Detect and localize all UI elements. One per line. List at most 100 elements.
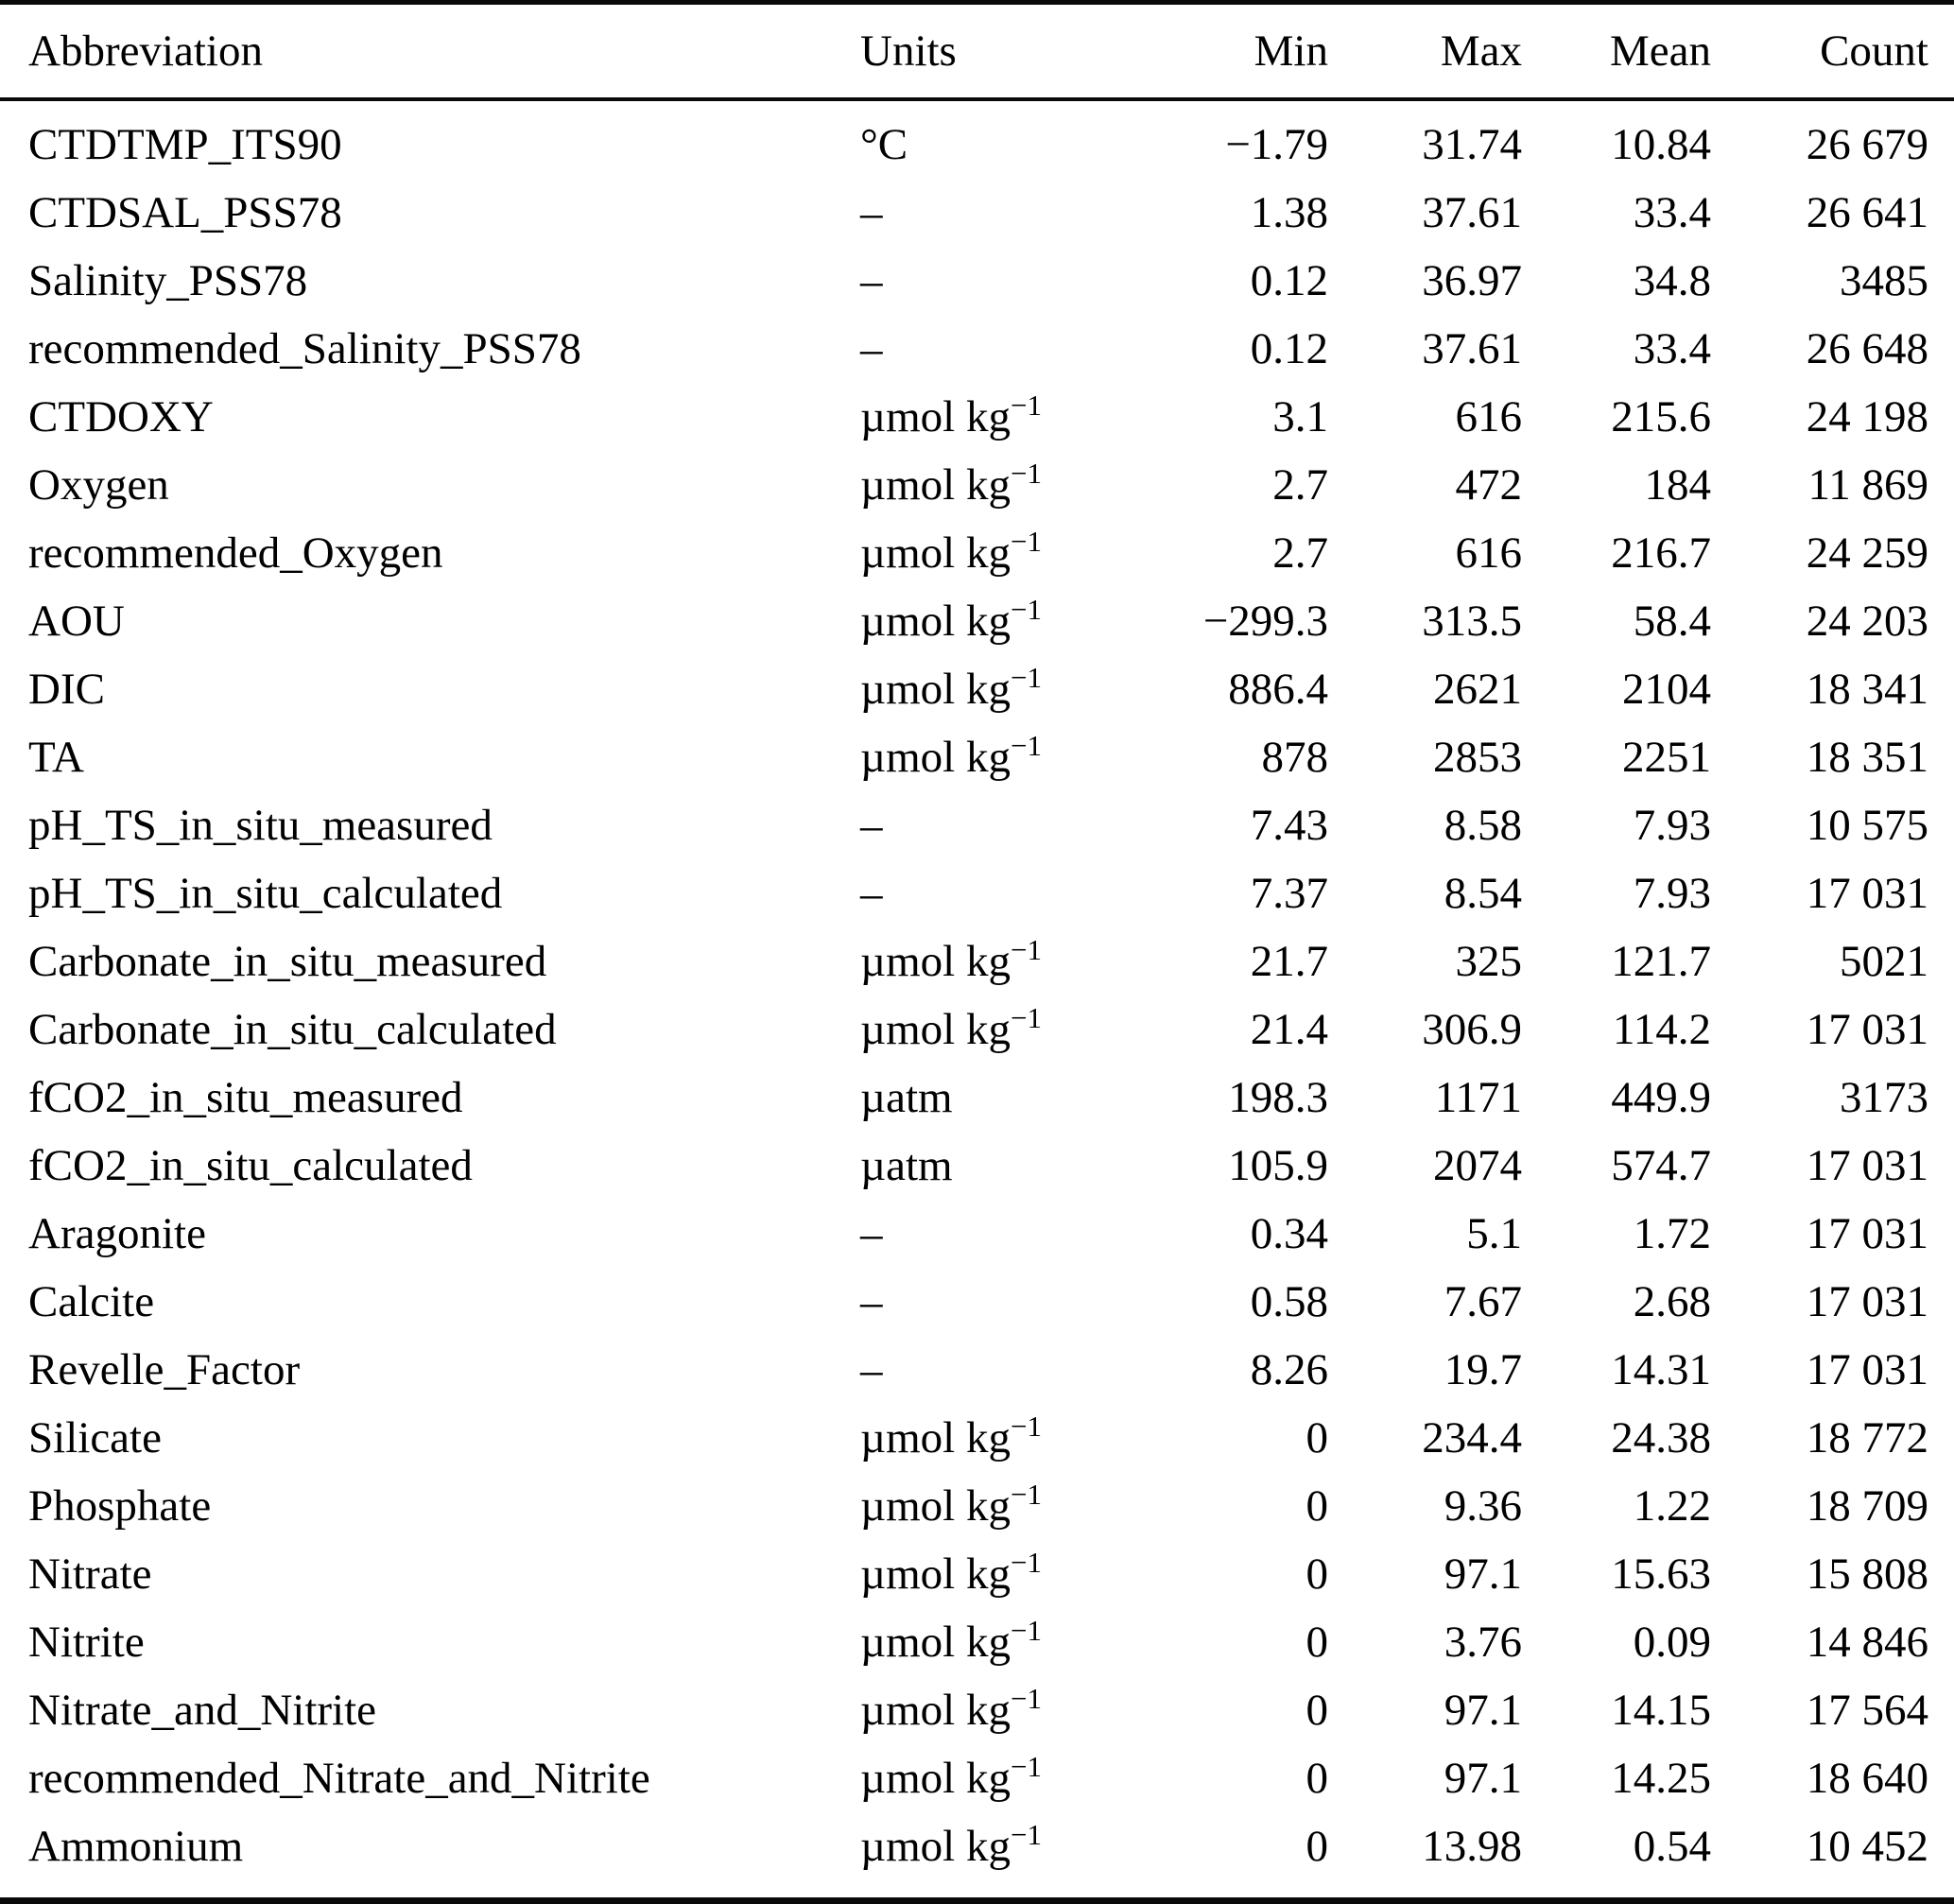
max-cell: 36.97 xyxy=(1422,256,1522,305)
abbreviation-cell: Phosphate xyxy=(28,1481,212,1531)
units-cell: – xyxy=(860,324,883,373)
units-cell: µmol kg−1 xyxy=(860,932,1042,986)
min-cell: 0 xyxy=(1306,1618,1329,1667)
units-cell: – xyxy=(860,188,883,237)
count-cell: 18 709 xyxy=(1806,1481,1928,1531)
table-row: pH_TS_in_situ_calculated – 7.37 8.54 7.93 17 … xyxy=(0,859,1954,927)
min-cell: 0 xyxy=(1306,1822,1329,1871)
max-cell: 97.1 xyxy=(1444,1549,1522,1599)
max-cell: 1171 xyxy=(1434,1073,1522,1122)
mean-cell: 14.31 xyxy=(1611,1345,1711,1394)
abbreviation-cell: TA xyxy=(28,733,84,782)
table-row: Nitrate µmol kg−1 0 97.1 15.63 15 808 xyxy=(0,1540,1954,1608)
count-cell: 26 648 xyxy=(1806,324,1928,373)
mean-cell: 7.93 xyxy=(1633,869,1711,918)
abbreviation-cell: Nitrite xyxy=(28,1618,145,1667)
count-cell: 17 031 xyxy=(1806,1345,1928,1394)
mean-cell: 58.4 xyxy=(1633,597,1711,646)
mean-cell: 0.09 xyxy=(1633,1618,1711,1667)
unit-exponent: −1 xyxy=(1010,1681,1042,1715)
count-cell: 17 564 xyxy=(1806,1686,1928,1735)
units-cell: µmol kg−1 xyxy=(860,1613,1042,1667)
abbreviation-cell: DIC xyxy=(28,665,105,714)
count-cell: 14 846 xyxy=(1806,1618,1928,1667)
abbreviation-cell: AOU xyxy=(28,597,125,646)
table-row: CTDTMP_ITS90 °C −1.79 31.74 10.84 26 679 xyxy=(0,99,1954,179)
count-cell: 18 351 xyxy=(1806,733,1928,782)
min-cell: 0.12 xyxy=(1250,324,1328,373)
abbreviation-cell: recommended_Oxygen xyxy=(28,528,443,578)
count-cell: 17 031 xyxy=(1806,1277,1928,1326)
max-cell: 19.7 xyxy=(1444,1345,1522,1394)
unit-exponent: −1 xyxy=(1010,1613,1042,1647)
table-header: Abbreviation Units Min Max Mean Count xyxy=(0,2,1954,101)
col-header-max: Max xyxy=(1328,2,1522,101)
header-row: Abbreviation Units Min Max Mean Count xyxy=(0,2,1954,101)
abbreviation-cell: CTDSAL_PSS78 xyxy=(28,188,342,237)
mean-cell: 24.38 xyxy=(1611,1413,1711,1463)
unit-exponent: −1 xyxy=(1010,388,1042,422)
min-cell: 7.43 xyxy=(1250,801,1328,850)
min-cell: −1.79 xyxy=(1225,120,1328,169)
table-row: Nitrate_and_Nitrite µmol kg−1 0 97.1 14.15 17… xyxy=(0,1676,1954,1744)
min-cell: 1.38 xyxy=(1250,188,1328,237)
max-cell: 234.4 xyxy=(1422,1413,1522,1463)
count-cell: 18 772 xyxy=(1806,1413,1928,1463)
max-cell: 7.67 xyxy=(1444,1277,1522,1326)
table-row: AOU µmol kg−1 −299.3 313.5 58.4 24 203 xyxy=(0,587,1954,655)
count-cell: 17 031 xyxy=(1806,1209,1928,1258)
units-cell: µatm xyxy=(860,1141,953,1190)
count-cell: 17 031 xyxy=(1806,1141,1928,1190)
min-cell: 8.26 xyxy=(1250,1345,1328,1394)
min-cell: 7.37 xyxy=(1250,869,1328,918)
min-cell: 3.1 xyxy=(1272,392,1328,441)
units-cell: µmol kg−1 xyxy=(860,456,1042,510)
units-cell: µmol kg−1 xyxy=(860,1409,1042,1463)
table-row: Carbonate_in_situ_calculated µmol kg−1 21.… xyxy=(0,995,1954,1064)
table-row: fCO2_in_situ_calculated µatm 105.9 2074 574.… xyxy=(0,1132,1954,1200)
table-row: Salinity_PSS78 – 0.12 36.97 34.8 3485 xyxy=(0,247,1954,315)
mean-cell: 10.84 xyxy=(1611,120,1711,169)
abbreviation-cell: Salinity_PSS78 xyxy=(28,256,308,305)
min-cell: 0 xyxy=(1306,1481,1329,1531)
unit-exponent: −1 xyxy=(1010,592,1042,626)
max-cell: 5.1 xyxy=(1466,1209,1522,1258)
mean-cell: 216.7 xyxy=(1611,528,1711,578)
min-cell: 0 xyxy=(1306,1413,1329,1463)
col-header-count: Count xyxy=(1711,2,1954,101)
max-cell: 8.58 xyxy=(1444,801,1522,850)
units-cell: µmol kg−1 xyxy=(860,1817,1042,1871)
count-cell: 24 259 xyxy=(1806,528,1928,578)
mean-cell: 121.7 xyxy=(1611,937,1711,986)
count-cell: 17 031 xyxy=(1806,1005,1928,1054)
units-cell: – xyxy=(860,801,883,850)
table-row: Nitrite µmol kg−1 0 3.76 0.09 14 846 xyxy=(0,1608,1954,1676)
abbreviation-cell: Oxygen xyxy=(28,460,169,510)
abbreviation-cell: pH_TS_in_situ_measured xyxy=(28,801,493,850)
mean-cell: 7.93 xyxy=(1633,801,1711,850)
units-cell: – xyxy=(860,1277,883,1326)
mean-cell: 2.68 xyxy=(1633,1277,1711,1326)
count-cell: 26 641 xyxy=(1806,188,1928,237)
table-row: Carbonate_in_situ_measured µmol kg−1 21.7 3… xyxy=(0,927,1954,995)
count-cell: 15 808 xyxy=(1806,1549,1928,1599)
table-row: CTDOXY µmol kg−1 3.1 616 215.6 24 198 xyxy=(0,383,1954,451)
table-row: DIC µmol kg−1 886.4 2621 2104 18 341 xyxy=(0,655,1954,723)
units-cell: µmol kg−1 xyxy=(860,1545,1042,1599)
units-cell: – xyxy=(860,869,883,918)
units-cell: µmol kg−1 xyxy=(860,592,1042,646)
table-row: pH_TS_in_situ_measured – 7.43 8.58 7.93 10 57… xyxy=(0,791,1954,859)
count-cell: 5021 xyxy=(1840,937,1928,986)
max-cell: 37.61 xyxy=(1422,188,1522,237)
mean-cell: 34.8 xyxy=(1633,256,1711,305)
mean-cell: 14.25 xyxy=(1611,1754,1711,1803)
max-cell: 2853 xyxy=(1433,733,1522,782)
abbreviation-cell: recommended_Salinity_PSS78 xyxy=(28,324,581,373)
table-row: recommended_Salinity_PSS78 – 0.12 37.61 33.4… xyxy=(0,315,1954,383)
max-cell: 616 xyxy=(1455,528,1523,578)
count-cell: 10 575 xyxy=(1806,801,1928,850)
max-cell: 2621 xyxy=(1433,665,1522,714)
table-row: Ammonium µmol kg−1 0 13.98 0.54 10 452 xyxy=(0,1812,1954,1901)
abbreviation-cell: Calcite xyxy=(28,1277,155,1326)
